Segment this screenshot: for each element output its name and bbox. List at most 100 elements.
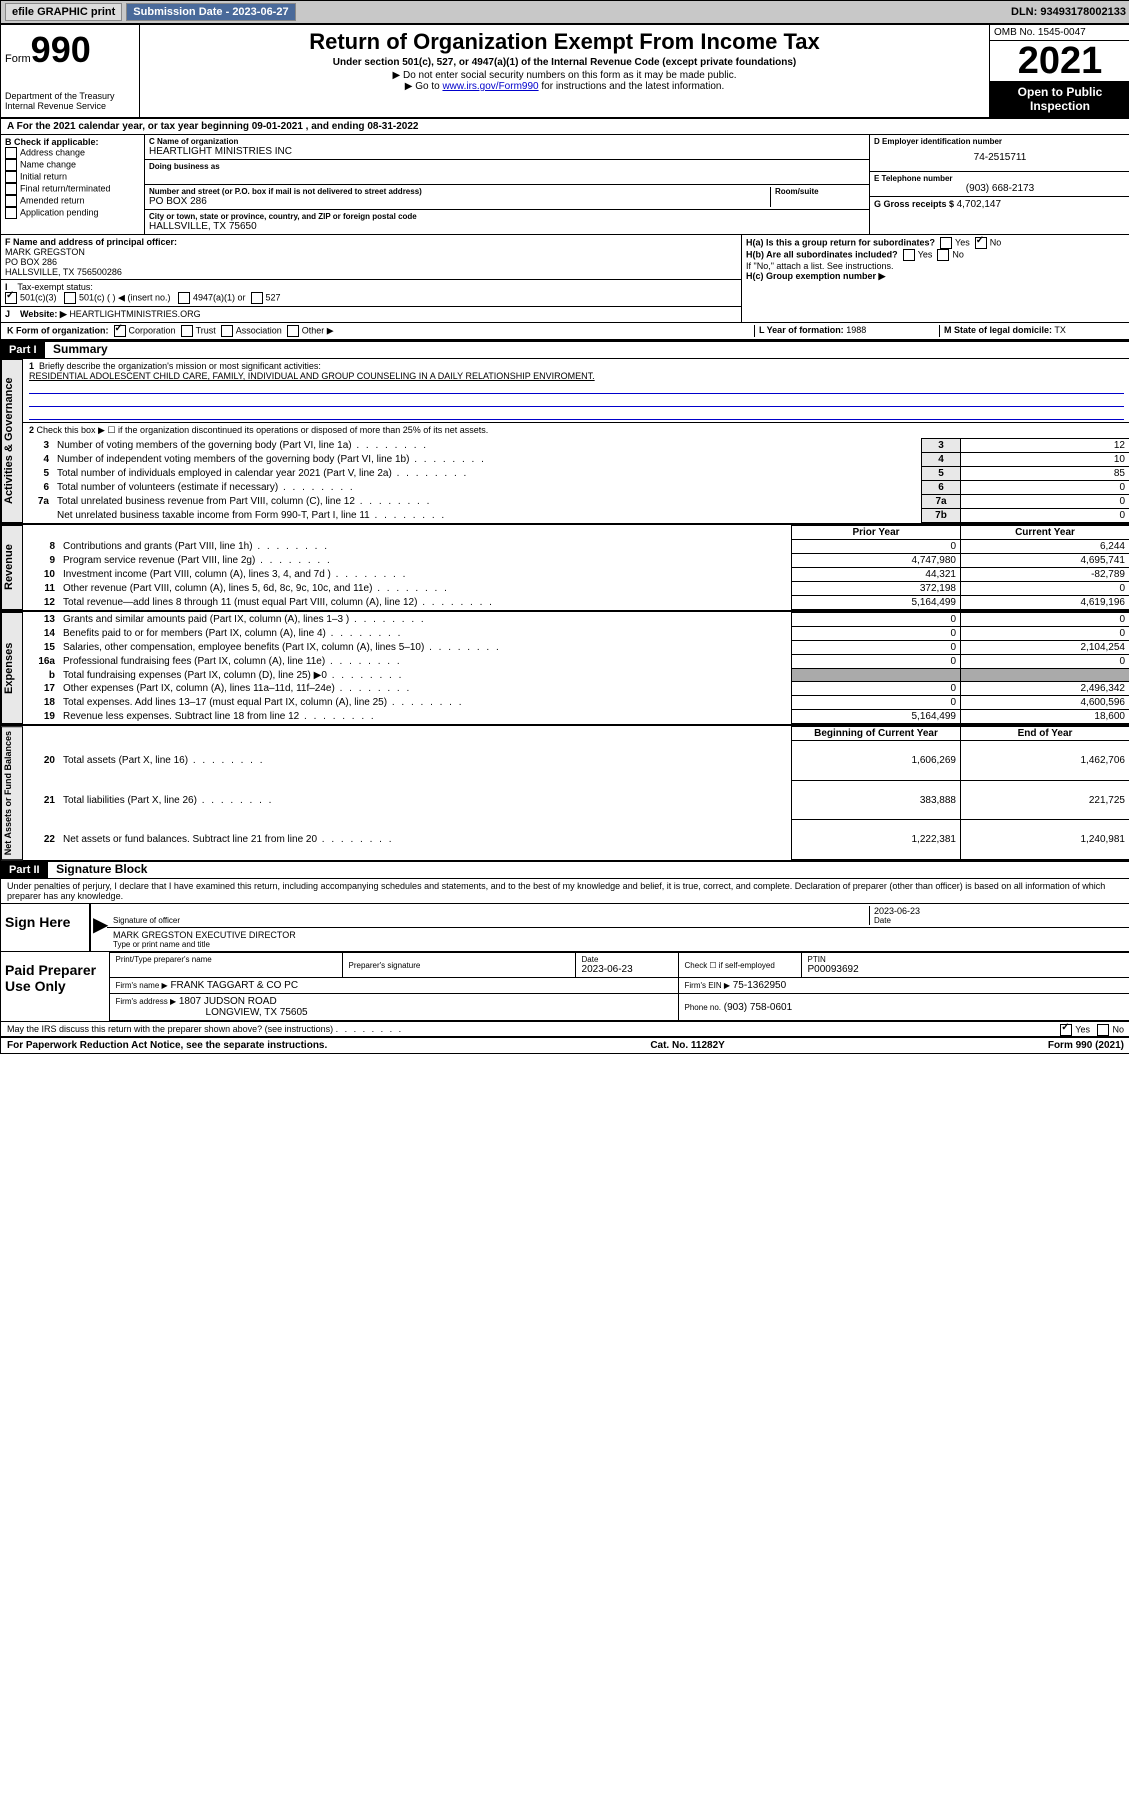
page-footer: For Paperwork Reduction Act Notice, see … (1, 1038, 1129, 1053)
check-final[interactable]: Final return/terminated (5, 183, 140, 195)
state-domicile: TX (1054, 325, 1066, 335)
cat-no: Cat. No. 11282Y (650, 1040, 724, 1051)
vert-netassets: Net Assets or Fund Balances (1, 726, 23, 860)
dba-label: Doing business as (149, 162, 865, 171)
room-label: Room/suite (775, 187, 865, 196)
department-label: Department of the Treasury Internal Reve… (5, 91, 135, 111)
table-row: 14 Benefits paid to or for members (Part… (23, 627, 1129, 641)
top-bar: efile GRAPHIC print Submission Date - 20… (1, 1, 1129, 25)
gross-val: 4,702,147 (957, 199, 1002, 210)
sig-date-val: 2023-06-23 (874, 906, 1124, 916)
open-public-label: Open to Public Inspection (990, 81, 1129, 117)
table-row: 13 Grants and similar amounts paid (Part… (23, 613, 1129, 627)
check-501c3[interactable] (5, 292, 17, 304)
form-label: Form (5, 53, 31, 65)
governance-table: 3 Number of voting members of the govern… (23, 438, 1129, 523)
mission-text: RESIDENTIAL ADOLESCENT CHILD CARE, FAMIL… (29, 371, 595, 381)
discuss-row: May the IRS discuss this return with the… (1, 1022, 1129, 1038)
declaration-text: Under penalties of perjury, I declare th… (1, 879, 1129, 904)
part2-header-row: Part II Signature Block (1, 860, 1129, 879)
addr-val: PO BOX 286 (149, 196, 770, 207)
check-other[interactable] (287, 325, 299, 337)
sign-here-label: Sign Here (1, 904, 89, 951)
instruction-1: Do not enter social security numbers on … (148, 70, 981, 81)
vert-revenue: Revenue (1, 525, 23, 610)
table-row: 6 Total number of volunteers (estimate i… (23, 481, 1129, 495)
hb-no[interactable] (937, 249, 949, 261)
paperwork-notice: For Paperwork Reduction Act Notice, see … (7, 1040, 327, 1051)
form-subtitle: Under section 501(c), 527, or 4947(a)(1)… (148, 57, 981, 68)
irs-link[interactable]: www.irs.gov/Form990 (442, 81, 538, 92)
discuss-yes[interactable] (1060, 1024, 1072, 1036)
revenue-table: Prior Year Current Year 8 Contributions … (23, 525, 1129, 610)
check-pending[interactable]: Application pending (5, 207, 140, 219)
dln-label: DLN: 93493178002133 (1011, 6, 1126, 18)
ha-yes[interactable] (940, 237, 952, 249)
section-klm: K Form of organization: Corporation Trus… (1, 323, 1129, 340)
table-row: Net unrelated business taxable income fr… (23, 509, 1129, 523)
check-corp[interactable] (114, 325, 126, 337)
table-row: 9 Program service revenue (Part VIII, li… (23, 554, 1129, 568)
ha-row: H(a) Is this a group return for subordin… (746, 237, 1126, 249)
check-trust[interactable] (181, 325, 193, 337)
officer-name: MARK GREGSTON (5, 247, 737, 257)
hb-yes[interactable] (903, 249, 915, 261)
c-name-label: C Name of organization (149, 137, 865, 146)
d-ein-label: D Employer identification number (874, 137, 1126, 146)
officer-addr1: PO BOX 286 (5, 257, 737, 267)
g-gross-label: G Gross receipts $ (874, 199, 954, 209)
discuss-no[interactable] (1097, 1024, 1109, 1036)
part1-header-row: Part I Summary (1, 340, 1129, 359)
expenses-table: 13 Grants and similar amounts paid (Part… (23, 612, 1129, 724)
part2-title: Signature Block (50, 860, 153, 878)
table-row: 18 Total expenses. Add lines 13–17 (must… (23, 696, 1129, 710)
table-row: 11 Other revenue (Part VIII, column (A),… (23, 582, 1129, 596)
netassets-table: Beginning of Current Year End of Year 20… (23, 726, 1129, 860)
form-title: Return of Organization Exempt From Incom… (148, 29, 981, 55)
tax-year: 2021 (990, 41, 1129, 81)
check-501c[interactable] (64, 292, 76, 304)
instruction-2: ▶ Go to www.irs.gov/Form990 for instruct… (148, 81, 981, 92)
officer-addr2: HALLSVILLE, TX 756500286 (5, 267, 737, 277)
efile-button[interactable]: efile GRAPHIC print (5, 3, 122, 21)
form-990-page: efile GRAPHIC print Submission Date - 20… (0, 0, 1129, 1054)
e-phone-label: E Telephone number (874, 174, 1126, 183)
org-name: HEARTLIGHT MINISTRIES INC (149, 146, 865, 157)
hb-row: H(b) Are all subordinates included? Yes … (746, 249, 1126, 261)
f-officer-label: F Name and address of principal officer: (5, 237, 737, 247)
check-address[interactable]: Address change (5, 147, 140, 159)
table-row: 16a Professional fundraising fees (Part … (23, 655, 1129, 669)
paid-preparer-table: Print/Type preparer's name Preparer's si… (109, 952, 1129, 1021)
check-initial[interactable]: Initial return (5, 171, 140, 183)
officer-name-title: MARK GREGSTON EXECUTIVE DIRECTOR (113, 930, 1124, 940)
paid-preparer-label: Paid Preparer Use Only (1, 952, 109, 1021)
table-row: 19 Revenue less expenses. Subtract line … (23, 710, 1129, 724)
city-val: HALLSVILLE, TX 75650 (149, 221, 865, 232)
submission-date-button[interactable]: Submission Date - 2023-06-27 (126, 3, 295, 21)
table-row: 5 Total number of individuals employed i… (23, 467, 1129, 481)
table-row: 22 Net assets or fund balances. Subtract… (23, 820, 1129, 860)
form-ref: Form 990 (2021) (1048, 1040, 1124, 1051)
table-row: 4 Number of independent voting members o… (23, 453, 1129, 467)
city-label: City or town, state or province, country… (149, 212, 865, 221)
q2-label: Check this box ▶ ☐ if the organization d… (37, 425, 489, 435)
year-formation: 1988 (846, 325, 866, 335)
table-row: 7a Total unrelated business revenue from… (23, 495, 1129, 509)
check-assoc[interactable] (221, 325, 233, 337)
check-527[interactable] (251, 292, 263, 304)
line-a-tax-year: A For the 2021 calendar year, or tax yea… (1, 119, 1129, 135)
officer-type-label: Type or print name and title (113, 940, 1124, 949)
check-amended[interactable]: Amended return (5, 195, 140, 207)
check-name[interactable]: Name change (5, 159, 140, 171)
vert-governance: Activities & Governance (1, 359, 23, 523)
phone-val: (903) 668-2173 (874, 183, 1126, 194)
vert-expenses: Expenses (1, 612, 23, 724)
form-number: 990 (31, 29, 91, 70)
check-4947[interactable] (178, 292, 190, 304)
table-row: 3 Number of voting members of the govern… (23, 439, 1129, 453)
sig-date-label: Date (874, 916, 1124, 925)
table-row: 15 Salaries, other compensation, employe… (23, 641, 1129, 655)
ha-no[interactable] (975, 237, 987, 249)
form-header: Form990 Department of the Treasury Inter… (1, 25, 1129, 119)
section-bcde: B Check if applicable: Address change Na… (1, 135, 1129, 235)
